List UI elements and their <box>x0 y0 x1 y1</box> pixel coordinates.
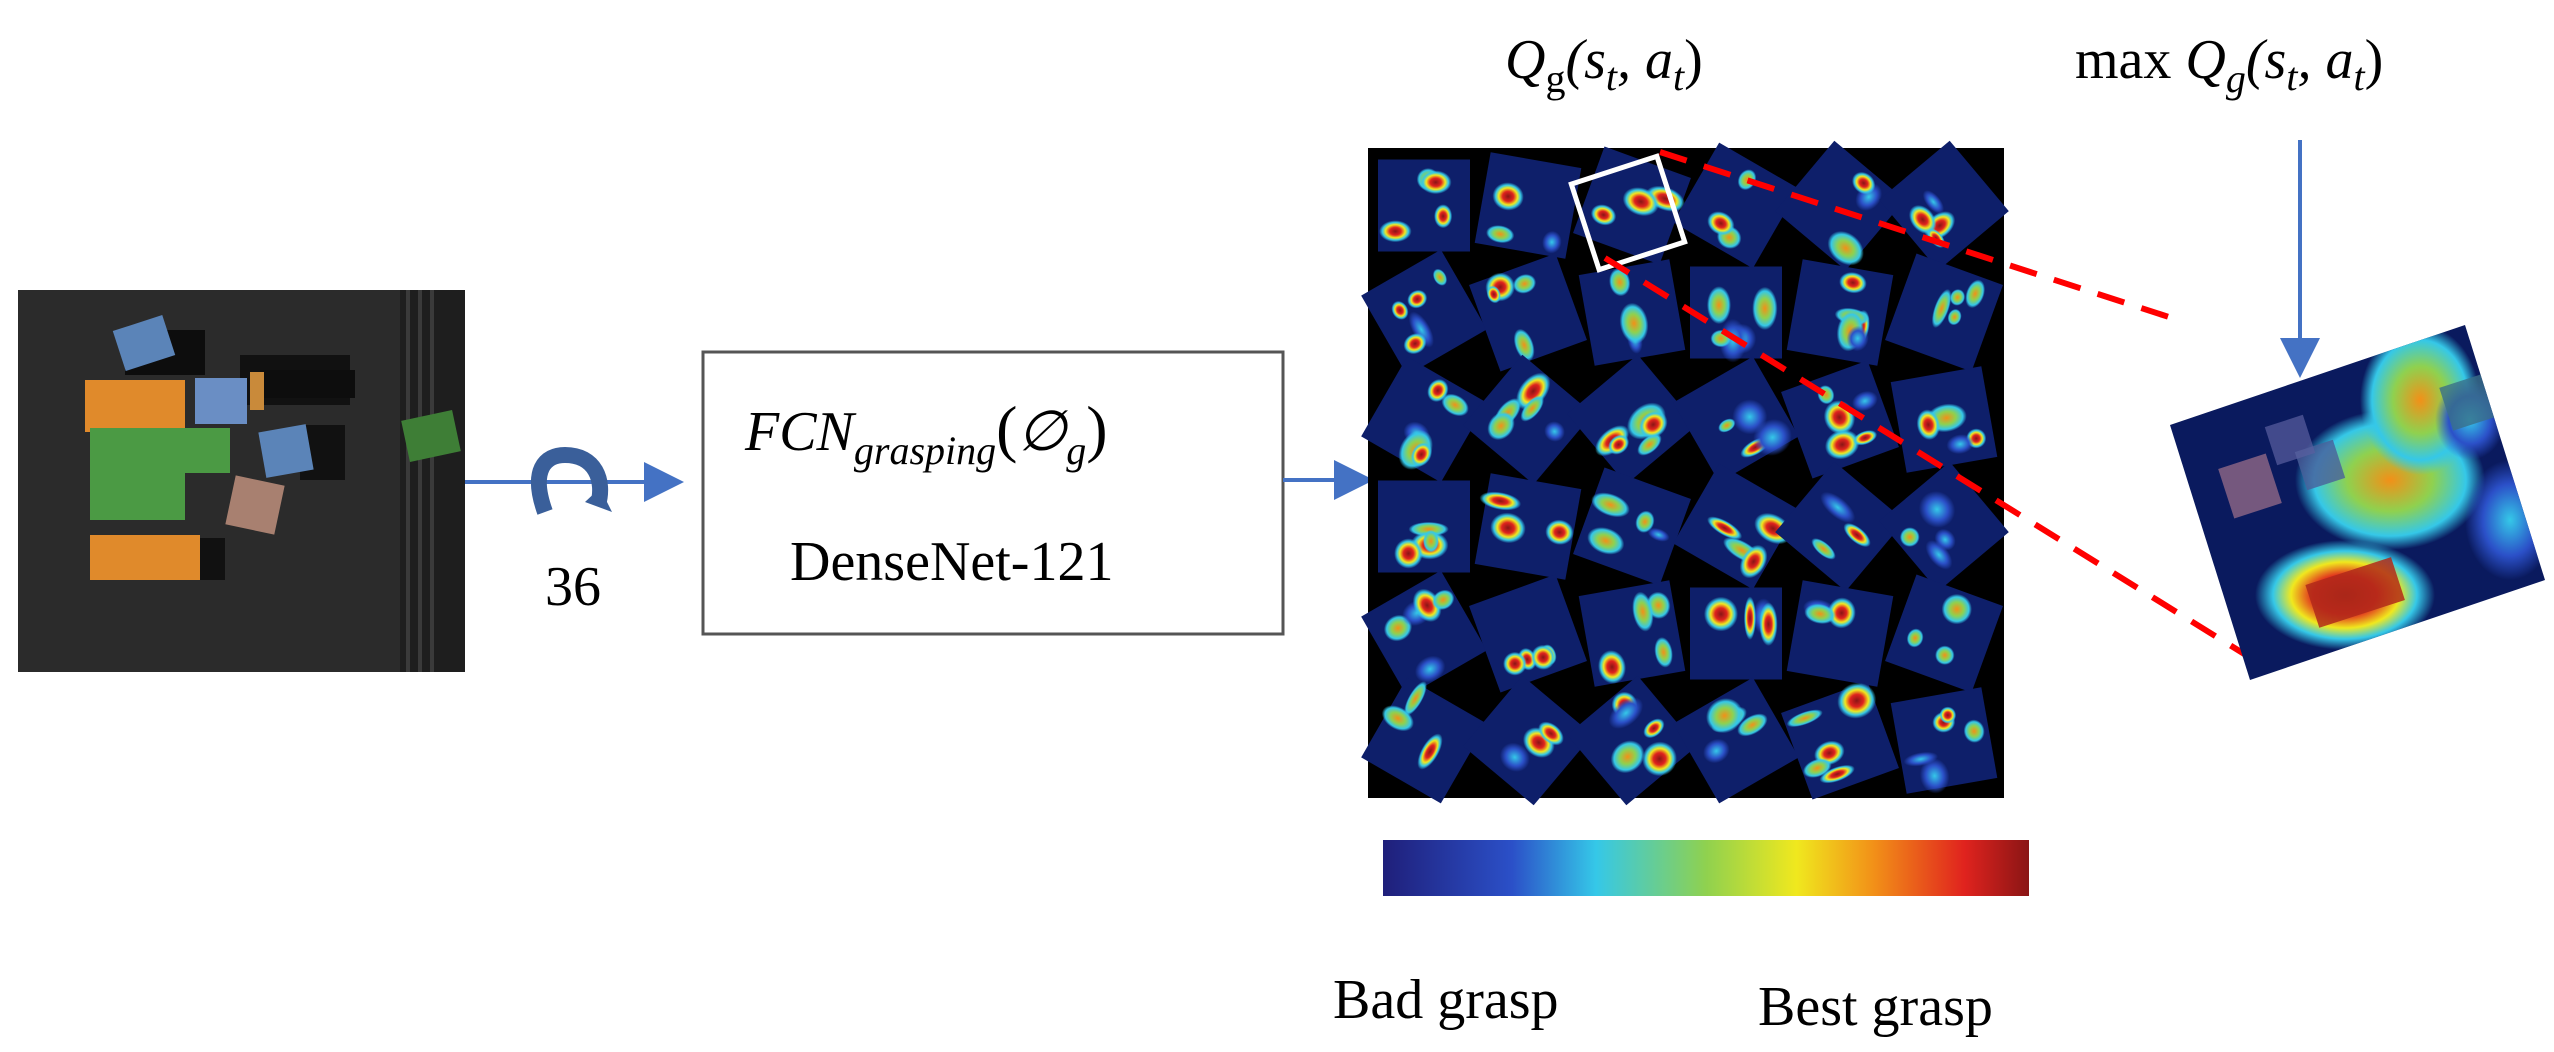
heatmap-tile <box>1378 480 1470 573</box>
heatmap-tile <box>1885 253 2003 372</box>
heatmap-tile <box>1573 467 1691 586</box>
colorbar <box>1383 840 2029 896</box>
network-title: FCNgrasping(∅g) <box>744 393 1108 473</box>
rotations-count: 36 <box>545 556 601 618</box>
heatmap-tile <box>1474 152 1582 259</box>
heatmap-tile <box>1781 360 1899 479</box>
heatmap-tile <box>1469 253 1587 372</box>
qmap-heatmap-grid <box>1361 140 2009 806</box>
heatmap-tile <box>1885 574 2003 693</box>
heatmap-tile <box>1673 677 1799 804</box>
heatmap-tile <box>1361 677 1487 804</box>
heatmap-tile <box>1786 259 1894 366</box>
heatmap-tile <box>1567 675 1697 806</box>
colorbar-high-label: Best grasp <box>1758 976 1993 1038</box>
block-objects <box>85 314 461 580</box>
max-q-label: max Qg(st, at) <box>2075 29 2383 101</box>
heatmap-tile <box>1361 356 1487 483</box>
heatmap-tile <box>1378 159 1470 252</box>
heatmap-tile <box>1781 681 1899 800</box>
heatmap-tile <box>1879 461 2009 592</box>
heatmap-tile <box>1879 140 2009 271</box>
heatmap-tile <box>1474 473 1582 580</box>
rotation-arrow <box>465 446 684 515</box>
heatmap-tile <box>1578 259 1686 366</box>
qmap-label: Qg(st, at) <box>1505 29 1703 101</box>
network-box: FCNgrasping(∅g) DenseNet-121 <box>701 350 1285 636</box>
selected-tile-marker <box>1568 153 1688 273</box>
heatmap-tile <box>1361 570 1487 697</box>
heatmap-tile <box>1567 354 1697 485</box>
heatmap-tile <box>1463 675 1593 806</box>
heatmap-tile <box>1578 580 1686 687</box>
heatmap-tile <box>1786 580 1894 687</box>
zoomed-best-tile <box>2170 325 2545 680</box>
heatmap-tile <box>1890 366 1998 473</box>
network-backbone: DenseNet-121 <box>790 531 1113 593</box>
heatmap-tile <box>1469 574 1587 693</box>
colorbar-low-label: Bad grasp <box>1333 969 1559 1031</box>
heatmap-tile <box>1890 687 1998 794</box>
heatmap-tile <box>1775 140 1905 271</box>
input-scene-image <box>18 290 465 672</box>
heatmap-tile <box>1690 587 1782 680</box>
heatmap-tile <box>1673 356 1799 483</box>
heatmap-tile <box>1775 461 1905 592</box>
heatmap-tile <box>1673 142 1799 269</box>
heatmap-tile <box>1690 266 1782 363</box>
heatmap-tile <box>1361 249 1487 376</box>
zoom-connectors <box>1603 149 2264 668</box>
heatmap-tile <box>1463 354 1593 485</box>
